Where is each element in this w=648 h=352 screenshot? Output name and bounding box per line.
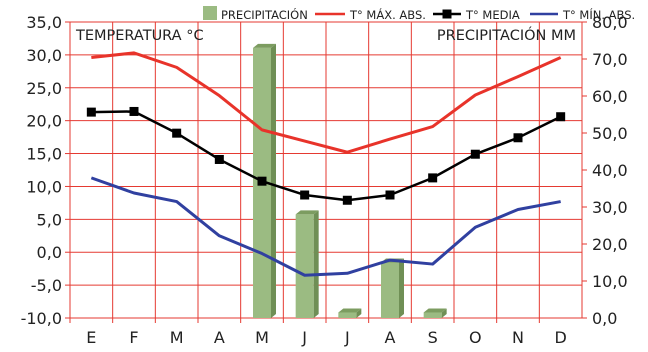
bar-side [313,210,319,318]
bar-top [295,210,319,215]
x-tick-label: A [214,328,225,347]
right-axis-title: PRECIPITACIÓN MM [437,26,576,44]
bar-side [441,308,447,318]
left-tick-label: 15,0 [26,145,62,164]
legend-label-min: T° MÍN. ABS. [562,7,635,22]
left-tick-label: 35,0 [26,13,62,32]
mean-temperature-marker [513,133,523,143]
legend-swatch-precipitation [203,6,217,20]
x-tick-label: A [385,328,396,347]
precipitation-bar [338,308,362,318]
x-tick-label: M [170,328,184,347]
max-temperature-line [91,51,562,154]
temperature-lines [90,51,562,277]
precipitation-bars [253,43,447,319]
mean-temperature-marker [428,173,438,183]
mean-temperature-marker [214,154,224,164]
precipitation-bar [381,258,404,318]
left-tick-label: 10,0 [26,177,62,196]
legend-label-max: T° MÁX. ABS. [349,7,426,22]
x-tick-label: D [555,328,567,347]
mean-temperature-marker [172,128,182,138]
mean-temperature-marker [556,112,566,122]
right-tick-label: 20,0 [592,235,628,254]
right-tick-label: 60,0 [592,87,628,106]
precipitation-bar [423,308,447,318]
bar-side [356,308,362,318]
left-tick-label: -5,0 [31,276,62,295]
x-tick-label: E [86,328,96,347]
left-tick-label: 5,0 [37,210,62,229]
grid [69,21,583,319]
legend-label-precipitation: PRECIPITACIÓN [221,7,308,22]
x-tick-label: F [129,328,138,347]
mean-temperature-marker [470,149,480,159]
right-tick-label: 50,0 [592,124,628,143]
mean-temperature-markers [86,106,566,205]
legend-swatch-mean-marker [442,9,452,19]
left-tick-label: 25,0 [26,79,62,98]
min-temperature-line [90,176,561,277]
legend-label-mean: T° MEDIA [465,8,520,22]
right-tick-label: 0,0 [592,309,617,328]
axes: 35,0 30,0 25,0 20,0 15,0 10,0 5,0 0,0 -5,0 -10,0 8… [21,13,628,347]
bar-top [253,43,276,48]
right-tick-label: 70,0 [592,50,628,69]
left-tick-label: 0,0 [37,243,62,262]
x-tick-label: J [301,328,307,347]
x-tick-label: J [344,328,350,347]
bar-top [338,308,362,313]
mean-temperature-marker [257,176,267,186]
legend: PRECIPITACIÓN T° MÁX. ABS. T° MEDIA T° MÍN.… [203,6,635,22]
mean-temperature-marker [385,190,395,200]
bar-front [338,312,357,318]
bar-front [381,262,399,318]
x-tick-label: N [512,328,524,347]
bar-side [271,43,276,319]
bar-top [423,308,447,313]
right-tick-label: 30,0 [592,198,628,217]
right-tick-label: 80,0 [592,13,628,32]
left-tick-label: -10,0 [21,309,62,328]
left-tick-label: 20,0 [26,112,62,131]
mean-temperature-marker [300,190,310,200]
bar-front [423,312,442,318]
precipitation-bar [295,210,319,318]
mean-temperature-marker [129,106,139,116]
bar-front [295,214,314,318]
mean-temperature-marker [86,107,96,117]
mean-temperature-line [91,110,562,202]
left-tick-label: 30,0 [26,46,62,65]
left-axis-title: TEMPERATURA °C [75,28,204,44]
x-tick-label: S [428,328,438,347]
mean-temperature-marker [342,195,352,205]
bar-side [399,258,404,318]
x-tick-label: M [255,328,269,347]
x-tick-label: O [469,328,482,347]
right-tick-label: 10,0 [592,272,628,291]
right-tick-label: 40,0 [592,161,628,180]
